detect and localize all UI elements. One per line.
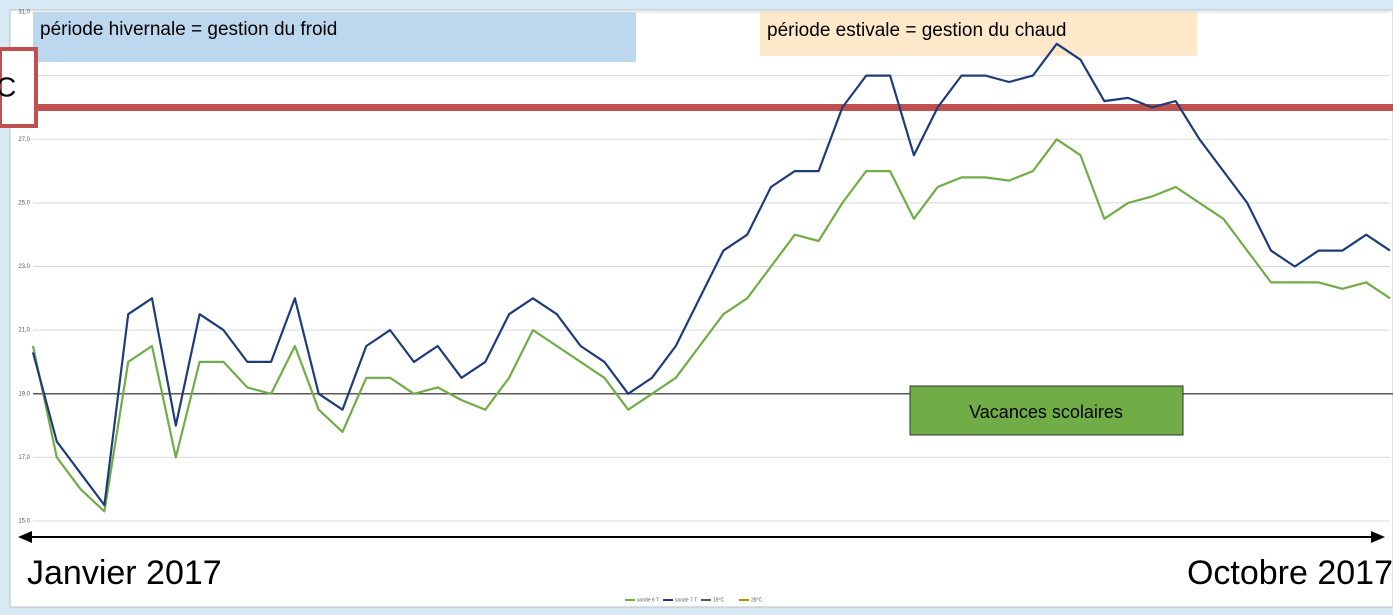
arrow-head: [1371, 531, 1385, 543]
chart-area: [9, 9, 1393, 608]
y-tick-label: 23,0: [18, 264, 30, 270]
end-label: Octobre 2017: [1187, 554, 1393, 592]
arrow-head: [18, 531, 32, 543]
y-tick-label: 25,0: [18, 200, 30, 206]
series-line: [31, 138, 1391, 513]
y-tick-label: 19,0: [18, 391, 30, 397]
start-label: Janvier 2017: [27, 554, 222, 592]
legend-label: sonde 7 T: [675, 597, 697, 603]
summer-box: [760, 12, 1197, 56]
legend-label: 19°C: [713, 597, 725, 603]
y-tick-label: 27,0: [18, 137, 30, 143]
y-tick-label: 17,0: [18, 455, 30, 461]
cut-label: C: [0, 71, 16, 102]
winter-box: [33, 12, 636, 62]
legend-label: sonde 6 T: [637, 597, 659, 603]
holidays-label: Vacances scolaires: [969, 402, 1123, 422]
cut-box: [0, 47, 38, 128]
y-tick-label: 15,0: [18, 519, 30, 525]
legend-label: 28°C: [751, 597, 763, 603]
holidays-box: [909, 385, 1184, 436]
summer-label: période estivale = gestion du chaud: [767, 20, 1066, 41]
winter-label: période hivernale = gestion du froid: [40, 19, 337, 40]
y-tick-label: 21,0: [18, 328, 30, 334]
y-tick-label: 31,0: [18, 10, 30, 16]
series-line: [31, 42, 1391, 507]
